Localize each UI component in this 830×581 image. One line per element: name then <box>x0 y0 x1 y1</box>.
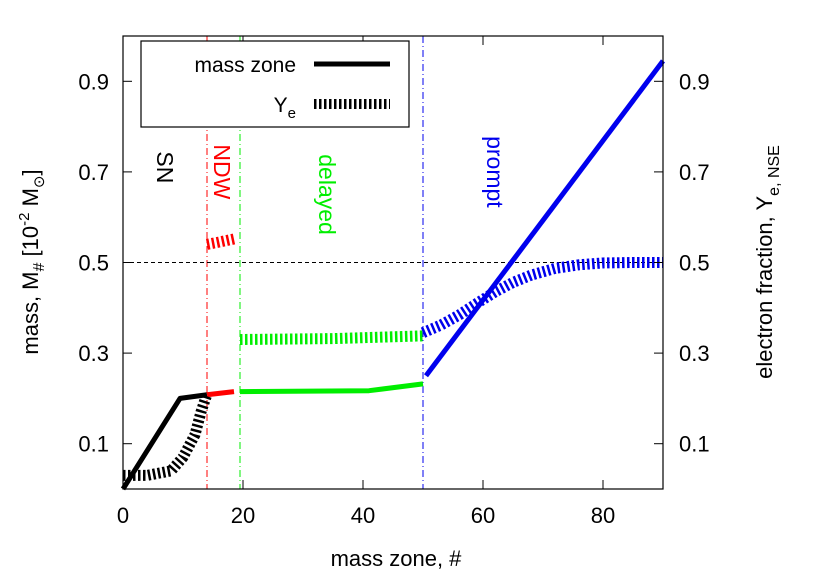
region-label-prompt: prompt <box>482 136 508 208</box>
y-axis-label-right: electron fraction, Ye, NSE <box>752 145 783 379</box>
y-tick-label-right: 0.7 <box>679 160 710 185</box>
ye-series-ndw <box>205 233 236 250</box>
y-tick-label-right: 0.3 <box>679 341 710 366</box>
legend: mass zone Ye <box>140 40 410 128</box>
mass-series-delayed <box>239 381 424 395</box>
region-labels: SN NDW delayed prompt <box>152 136 508 235</box>
y-axis-label-left: mass, M# [10-2 M⊙] <box>16 169 48 354</box>
x-axis-label: mass zone, # <box>331 546 463 571</box>
y-tick-label-left: 0.7 <box>78 160 109 185</box>
y-tick-label-left: 0.9 <box>78 69 109 94</box>
mass-series-prompt <box>424 59 665 378</box>
x-tick-label: 0 <box>117 503 129 528</box>
ye-series-prompt <box>420 257 663 338</box>
y-tick-label-left: 0.5 <box>78 251 109 276</box>
legend-box <box>140 40 410 128</box>
x-tick-label: 20 <box>231 503 255 528</box>
legend-label-mass-zone: mass zone <box>194 54 296 77</box>
ye-series-sn <box>123 392 213 481</box>
y-tick-label-left: 0.1 <box>78 432 109 457</box>
y-tick-label-right: 0.9 <box>679 69 710 94</box>
region-label-delayed: delayed <box>314 154 340 235</box>
x-tick-label: 60 <box>471 503 495 528</box>
mass-series-ndw <box>206 389 235 398</box>
y-tick-label-left: 0.3 <box>78 341 109 366</box>
y-tick-label-right: 0.1 <box>679 432 710 457</box>
mass-series-sn <box>120 392 208 491</box>
x-tick-label: 40 <box>351 503 375 528</box>
y-tick-label-right: 0.5 <box>679 251 710 276</box>
ye-series-delayed <box>239 330 424 346</box>
series-layer <box>120 59 665 491</box>
axes: 0 20 40 60 80 0.1 0.3 0.5 0.7 0.9 0.1 0.3 0.5 0.7 0.9 <box>78 35 710 528</box>
region-label-ndw: NDW <box>209 144 235 199</box>
legend-label-ye: Ye <box>274 94 296 122</box>
x-tick-label: 80 <box>591 503 615 528</box>
region-label-sn: SN <box>152 151 178 183</box>
